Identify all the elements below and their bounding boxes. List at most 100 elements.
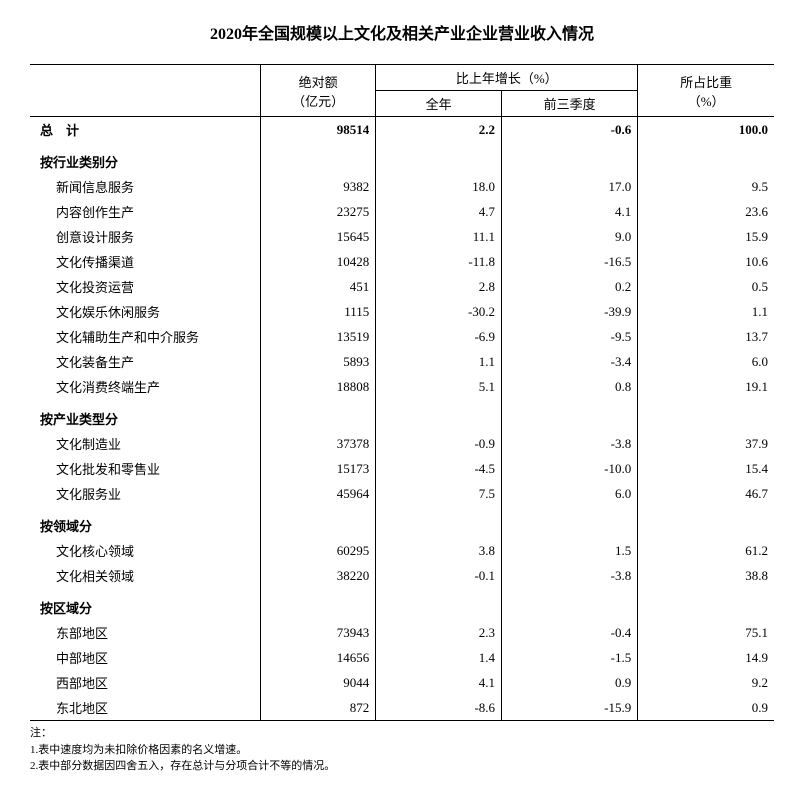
table-row: 文化服务业459647.56.046.7 [30,481,774,506]
table-row: 文化相关领域38220-0.1-3.838.8 [30,563,774,588]
row-label: 文化传播渠道 [30,249,261,274]
row-yoy-full: 11.1 [376,224,502,249]
row-abs: 1115 [261,299,376,324]
row-label: 新闻信息服务 [30,174,261,199]
row-label: 文化娱乐休闲服务 [30,299,261,324]
table-row: 文化辅助生产和中介服务13519-6.9-9.513.7 [30,324,774,349]
section-header: 按产业类型分 [30,399,261,431]
row-label: 文化制造业 [30,431,261,456]
total-abs: 98514 [261,117,376,143]
col-yoy-full: 全年 [376,91,502,117]
row-yoy-full: 4.1 [376,670,502,695]
table-row: 中部地区146561.4-1.514.9 [30,645,774,670]
row-yoy-full: 18.0 [376,174,502,199]
row-yoy-full: 7.5 [376,481,502,506]
row-abs: 9382 [261,174,376,199]
row-yoy-q3: -15.9 [502,695,638,721]
total-yoy-q3: -0.6 [502,117,638,143]
row-yoy-q3: 0.9 [502,670,638,695]
row-share: 19.1 [638,374,774,399]
section-header-row: 按产业类型分 [30,399,774,431]
row-yoy-full: -8.6 [376,695,502,721]
row-share: 15.4 [638,456,774,481]
row-abs: 45964 [261,481,376,506]
row-abs: 18808 [261,374,376,399]
col-yoy-group: 比上年增长（%） [376,65,638,91]
row-yoy-q3: 6.0 [502,481,638,506]
row-share: 6.0 [638,349,774,374]
row-abs: 23275 [261,199,376,224]
row-abs: 15645 [261,224,376,249]
row-label: 内容创作生产 [30,199,261,224]
notes-header: 注： [30,725,774,742]
row-label: 文化核心领域 [30,538,261,563]
col-share-header: 所占比重（%） [638,65,774,117]
total-yoy-full: 2.2 [376,117,502,143]
row-share: 14.9 [638,645,774,670]
row-abs: 73943 [261,620,376,645]
table-row: 文化装备生产58931.1-3.46.0 [30,349,774,374]
row-yoy-q3: 17.0 [502,174,638,199]
row-yoy-q3: 9.0 [502,224,638,249]
row-yoy-full: 3.8 [376,538,502,563]
row-share: 0.9 [638,695,774,721]
row-label: 西部地区 [30,670,261,695]
row-share: 23.6 [638,199,774,224]
row-share: 9.5 [638,174,774,199]
row-share: 75.1 [638,620,774,645]
row-label: 东北地区 [30,695,261,721]
table-row: 创意设计服务1564511.19.015.9 [30,224,774,249]
section-header-row: 按区域分 [30,588,774,620]
col-yoy-q3: 前三季度 [502,91,638,117]
row-abs: 10428 [261,249,376,274]
row-share: 9.2 [638,670,774,695]
table-row: 文化批发和零售业15173-4.5-10.015.4 [30,456,774,481]
table-row: 东部地区739432.3-0.475.1 [30,620,774,645]
row-yoy-q3: -1.5 [502,645,638,670]
section-header-row: 按领域分 [30,506,774,538]
notes-line2: 2.表中部分数据因四舍五入，存在总计与分项合计不等的情况。 [30,758,774,775]
row-abs: 38220 [261,563,376,588]
table-row: 西部地区90444.10.99.2 [30,670,774,695]
row-label: 创意设计服务 [30,224,261,249]
page-title: 2020年全国规模以上文化及相关产业企业营业收入情况 [30,20,774,44]
row-label: 中部地区 [30,645,261,670]
row-yoy-full: -0.1 [376,563,502,588]
row-yoy-full: -30.2 [376,299,502,324]
row-yoy-q3: -3.8 [502,563,638,588]
row-yoy-q3: 0.2 [502,274,638,299]
row-abs: 872 [261,695,376,721]
row-label: 文化消费终端生产 [30,374,261,399]
row-abs: 15173 [261,456,376,481]
row-share: 1.1 [638,299,774,324]
row-yoy-full: 5.1 [376,374,502,399]
section-header: 按领域分 [30,506,261,538]
table-row: 东北地区872-8.6-15.90.9 [30,695,774,721]
row-yoy-full: 2.3 [376,620,502,645]
col-abs-header: 绝对额（亿元） [261,65,376,117]
row-abs: 37378 [261,431,376,456]
row-yoy-q3: 4.1 [502,199,638,224]
row-yoy-full: -11.8 [376,249,502,274]
footnotes: 注： 1.表中速度均为未扣除价格因素的名义增速。 2.表中部分数据因四舍五入，存… [30,725,774,775]
table-row: 文化娱乐休闲服务1115-30.2-39.91.1 [30,299,774,324]
row-yoy-full: 2.8 [376,274,502,299]
row-share: 0.5 [638,274,774,299]
row-yoy-full: -4.5 [376,456,502,481]
row-yoy-q3: -9.5 [502,324,638,349]
table-row: 文化传播渠道10428-11.8-16.510.6 [30,249,774,274]
row-label: 文化装备生产 [30,349,261,374]
row-label: 文化相关领域 [30,563,261,588]
row-yoy-full: 1.1 [376,349,502,374]
table-row: 文化制造业37378-0.9-3.837.9 [30,431,774,456]
row-abs: 13519 [261,324,376,349]
notes-line1: 1.表中速度均为未扣除价格因素的名义增速。 [30,742,774,759]
row-label: 东部地区 [30,620,261,645]
row-share: 37.9 [638,431,774,456]
total-row: 总 计 98514 2.2 -0.6 100.0 [30,117,774,143]
row-share: 15.9 [638,224,774,249]
row-yoy-q3: -3.4 [502,349,638,374]
data-table: 绝对额（亿元） 比上年增长（%） 所占比重（%） 全年 前三季度 总 计 985… [30,64,774,721]
section-header: 按区域分 [30,588,261,620]
row-yoy-q3: 0.8 [502,374,638,399]
